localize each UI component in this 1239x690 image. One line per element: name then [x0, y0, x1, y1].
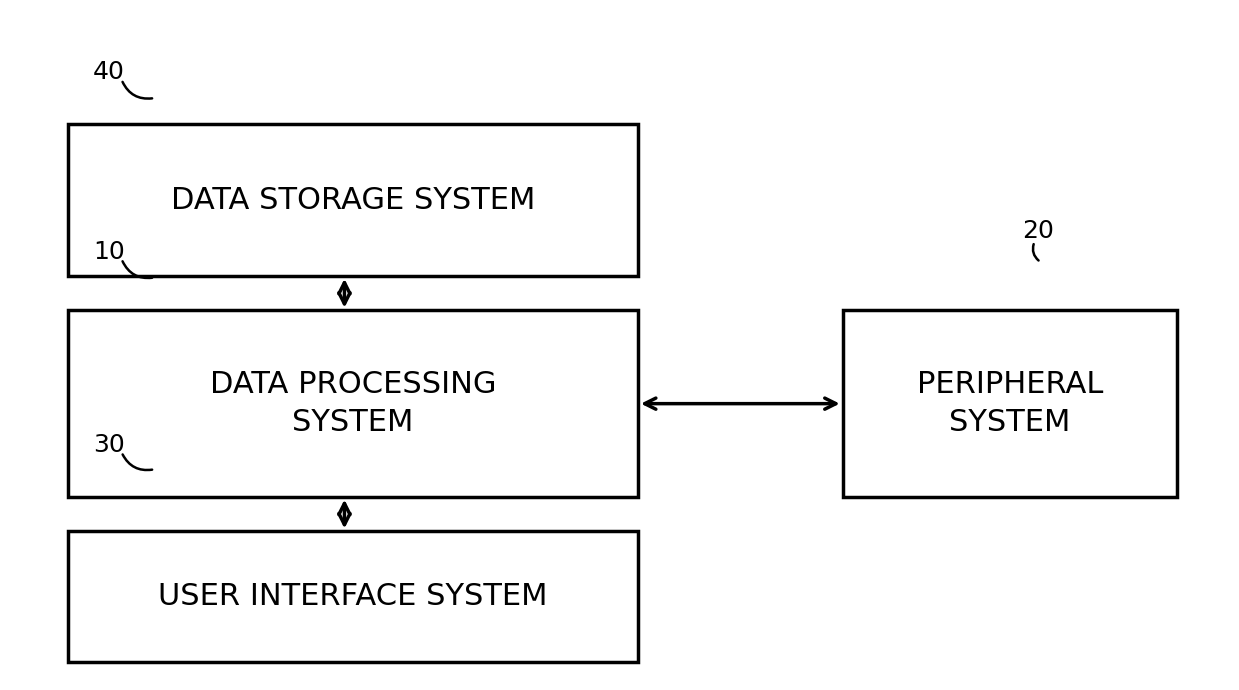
- Text: 20: 20: [1022, 219, 1054, 243]
- Text: 30: 30: [93, 433, 125, 457]
- Text: 40: 40: [93, 61, 125, 84]
- Text: PERIPHERAL
SYSTEM: PERIPHERAL SYSTEM: [917, 370, 1103, 437]
- Bar: [68, 124, 638, 276]
- Text: DATA PROCESSING
SYSTEM: DATA PROCESSING SYSTEM: [209, 370, 497, 437]
- Text: 10: 10: [93, 240, 125, 264]
- Text: DATA STORAGE SYSTEM: DATA STORAGE SYSTEM: [171, 186, 535, 215]
- Bar: [843, 310, 1177, 497]
- Text: USER INTERFACE SYSTEM: USER INTERFACE SYSTEM: [159, 582, 548, 611]
- Bar: [68, 310, 638, 497]
- Bar: [68, 531, 638, 662]
